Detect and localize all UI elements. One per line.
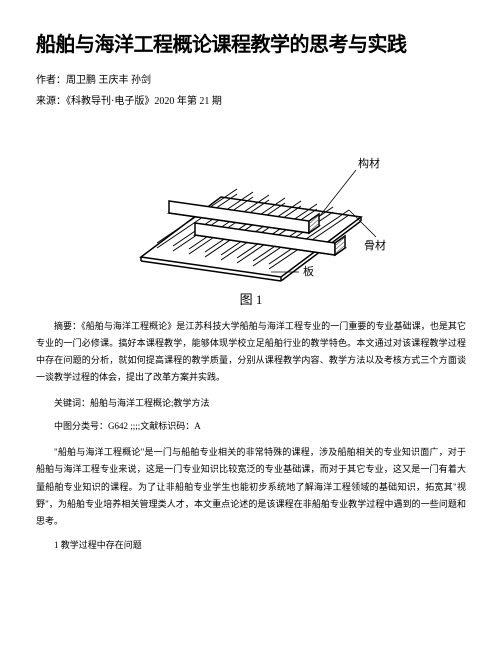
- figure-1: 构材 骨材 板 图 1: [36, 117, 466, 308]
- figure-caption: 图 1: [36, 289, 466, 308]
- keywords: 关键词：船舶与海洋工程概论;教学方法: [36, 396, 466, 409]
- source-line: 来源：《科教导刊·电子版》2020 年第 21 期: [36, 92, 466, 107]
- abstract: 摘要：《船舶与海洋工程概论》是江苏科技大学船舶与海洋工程专业的一门重要的专业基础…: [36, 318, 466, 386]
- authors-line: 作者：周卫鹏 王庆丰 孙剑: [36, 71, 466, 86]
- ship-structure-diagram: 构材 骨材 板: [101, 117, 401, 287]
- article-title: 船舶与海洋工程概论课程教学的思考与实践: [36, 28, 466, 57]
- body-paragraph: "船舶与海洋工程概论"是一门与船舶专业相关的非常特殊的课程，涉及船舶相关的专业知…: [36, 444, 466, 529]
- figure-label-2: 骨材: [364, 238, 386, 252]
- classification: 中图分类号：G642 ;;;;文献标识码：A: [36, 419, 466, 432]
- figure-label-3: 板: [303, 264, 314, 278]
- section-heading-1: 1 教学过程中存在问题: [36, 538, 466, 551]
- figure-label-1: 构材: [358, 156, 380, 170]
